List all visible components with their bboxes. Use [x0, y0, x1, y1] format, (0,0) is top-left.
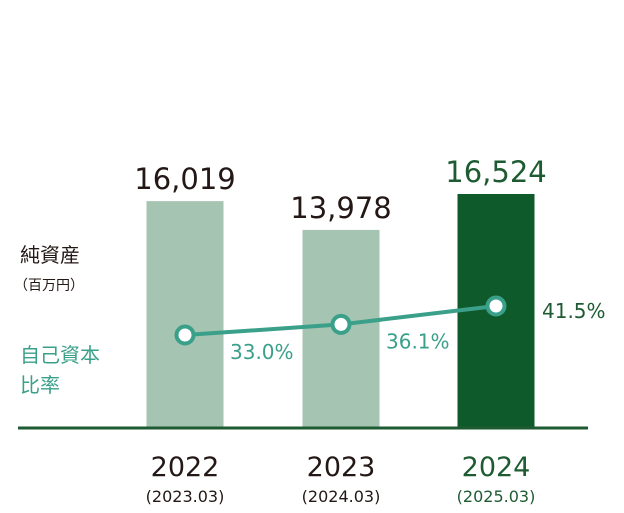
ratio-point-2023 [330, 313, 352, 335]
ratio-value-label-2023: 36.1% [386, 329, 450, 353]
labels-layer: 16,019 2022 (2023.03) 13,978 2023 (2024.03) 16… [134, 155, 605, 506]
ratio-point-2024 [485, 295, 507, 317]
x-tick-sublabel-2024: (2025.03) [457, 487, 536, 506]
x-tick-label-2022: 2022 [151, 452, 220, 483]
bars-layer [146, 194, 535, 427]
x-tick-sublabel-2023: (2024.03) [302, 487, 381, 506]
x-tick-sublabel-2022: (2023.03) [146, 487, 225, 506]
legend-equity-ratio-label-line2: 比率 [20, 373, 60, 397]
bar-value-label-2022: 16,019 [134, 162, 235, 196]
ratio-line-layer [174, 295, 507, 346]
ratio-value-label-2024: 41.5% [542, 299, 606, 323]
ratio-point-2022 [174, 324, 196, 346]
bar-2022 [146, 201, 224, 427]
legend-equity-ratio-label-line1: 自己資本 [20, 343, 100, 367]
bar-value-label-2023: 13,978 [290, 191, 391, 225]
legend-net-assets-label: 純資産 [20, 243, 80, 267]
legend-net-assets-unit: （百万円） [14, 278, 84, 294]
x-tick-label-2024: 2024 [462, 452, 531, 483]
ratio-value-label-2022: 33.0% [230, 340, 294, 364]
x-tick-label-2023: 2023 [307, 452, 376, 483]
bar-value-label-2024: 16,524 [445, 155, 546, 189]
